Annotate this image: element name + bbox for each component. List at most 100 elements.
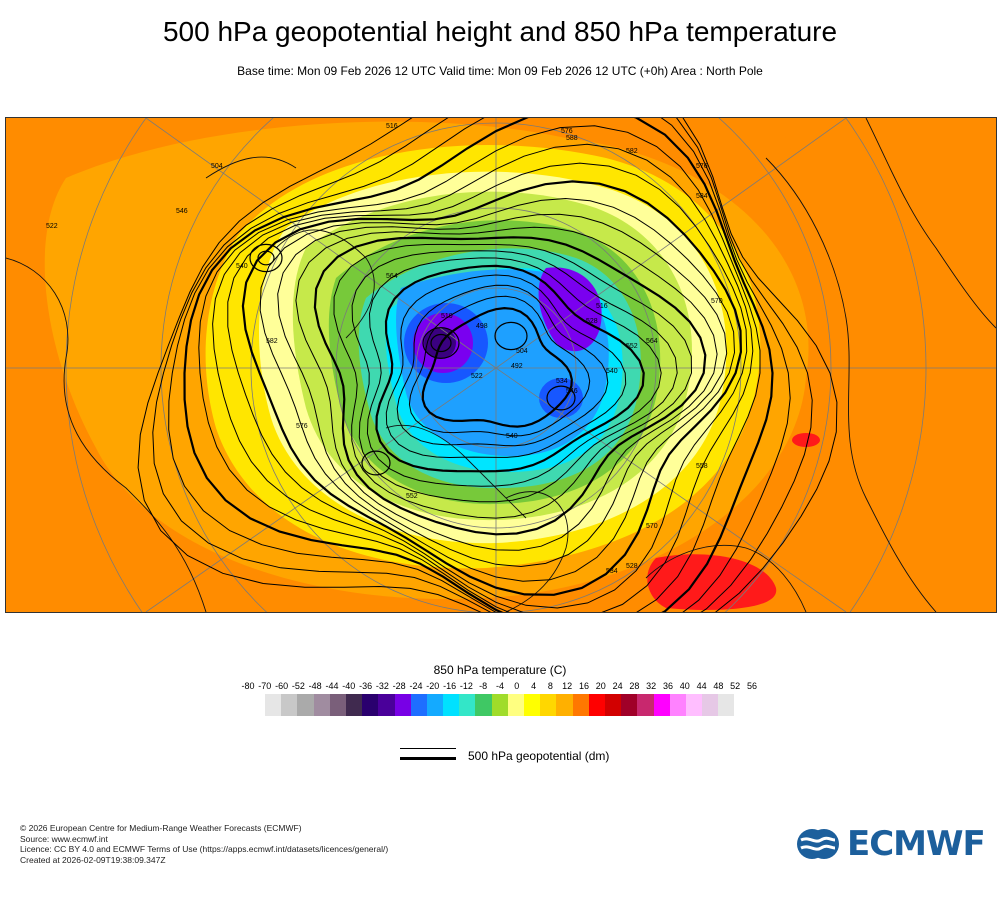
geopotential-contour [313,236,707,536]
colorbar-cell [281,694,298,716]
colorbar-tick-label: 24 [612,681,623,691]
colorbar-tick-label: -70 [258,681,272,691]
colorbar-tick-label: -40 [342,681,356,691]
closed-low-contour [249,243,283,273]
footer-credits: © 2026 European Centre for Medium-Range … [20,823,388,865]
colorbar-cell [540,694,557,716]
closed-low-contour [422,327,460,359]
colorbar-cell [718,694,735,716]
geopotential-contour [375,264,645,473]
closed-low-contour [257,250,275,266]
colorbar-tick-label: -24 [409,681,423,691]
colorbar-cell [685,694,703,716]
contour-label: 564 [386,273,398,280]
contour-label: 516 [596,303,608,310]
colorbar-tick-label: 36 [662,681,674,691]
geopotential-legend-line [400,748,456,762]
colorbar-tick-label: 16 [578,681,590,691]
geopotential-contour [351,250,678,503]
colorbar-tick-label: -48 [308,681,322,691]
geopotential-contour [366,257,662,487]
contour-label: 528 [626,563,638,570]
colorbar-tick-label: -20 [426,681,440,691]
colorbar-cell [475,694,492,716]
colorbar-tick-label: 28 [629,681,640,691]
contour-label: 498 [476,323,488,330]
cold-core-arctic [539,378,583,418]
colorbar-tick-label: -12 [459,681,473,691]
contour-labels: 5765885825765845705645525405285165044924… [46,123,723,575]
map-panel: 576 588 582 576 584 570 564 552 540 528 516 504 492 4… [5,117,997,613]
colorbar-cell [410,694,427,716]
colorbar-tick-label: -60 [275,681,289,691]
contour-label: 528 [586,318,598,325]
colorbar-tick-label: -8 [479,681,488,691]
coastlines [6,118,996,612]
colorbar-cell [265,694,282,716]
colorbar-tick-label: 32 [646,681,657,691]
contour-label: 576 [296,423,308,430]
colorbar-tick-labels: -80 -70 -60 -52 -48 -44 -40 -36 -32 -28 -24 -20 -16-… [0,681,1000,695]
colorbar-tick-label: -32 [375,681,389,691]
geopotential-legend-label: 500 hPa geopotential (dm) [468,749,610,763]
closed-low-contour [494,321,528,351]
contour-label: 534 [606,568,618,575]
colorbar-tick-label: -44 [325,681,339,691]
contour-label: 504 [211,163,223,170]
colorbar-cell [297,694,314,716]
contour-label: 570 [646,523,658,530]
geopotential-contour [168,118,791,612]
footer-line: Licence: CC BY 4.0 and ECMWF Terms of Us… [20,844,389,855]
colorbar-tick-label: 4 [531,681,537,691]
geopotential-contour [241,180,743,596]
contour-label: 540 [236,263,248,270]
colorbar-tick-label: -28 [392,681,406,691]
colorbar-cell [588,694,605,716]
colorbar-title: 850 hPa temperature (C) [433,663,567,677]
colorbar-cell [604,694,622,716]
contour-label: 576 [561,128,573,135]
contour-label: 492 [511,363,523,370]
contour-label: 582 [266,338,278,345]
contour-label: 516 [386,123,398,130]
geopotential-contour [408,295,591,437]
geopotential-contour [295,226,718,551]
colorbar-cell [621,694,638,716]
ecmwf-logo: ECMWF [795,824,986,864]
contour-label: 534 [556,378,568,385]
colorbar-cell [394,694,411,716]
geopotential-contour [198,125,761,612]
colorbar-cell [426,694,444,716]
geopotential-contour [333,243,693,519]
colorbar-cell [345,694,363,716]
contour-label: 504 [516,348,528,355]
geopotential-contour [137,118,838,612]
closed-low-contour [361,450,391,476]
colorbar-tick-label: -4 [495,681,505,691]
colorbar-cell [637,694,654,716]
closed-low-contour [546,385,576,411]
geopotential-contour [277,213,728,568]
colorbar-cell [669,694,686,716]
contour-label: 546 [566,388,578,395]
colorbar-tick-label: 20 [595,681,606,691]
colorbar-tick-label: 8 [547,681,553,691]
contour-label: 546 [176,208,188,215]
colorbar-cell [313,694,330,716]
colorbar-tick-label: 52 [730,681,741,691]
geopotential-contour [183,118,774,612]
colorbar-tick-label: 56 [746,681,758,691]
contour-label: 552 [626,343,638,350]
contour-label: 510 [441,313,453,320]
colorbar-cell [378,694,395,716]
contour-label: 540 [506,433,518,440]
geopotential-contour [227,162,748,609]
subtropical-orange-east [776,118,996,612]
colorbar-cell [459,694,476,716]
colorbar-cell [556,694,573,716]
contour-label: 522 [46,223,58,230]
contour-label: 582 [626,148,638,155]
colorbar-cell [653,694,670,716]
colorbar-tick-label: -36 [359,681,373,691]
geopotential-contour [421,306,573,428]
